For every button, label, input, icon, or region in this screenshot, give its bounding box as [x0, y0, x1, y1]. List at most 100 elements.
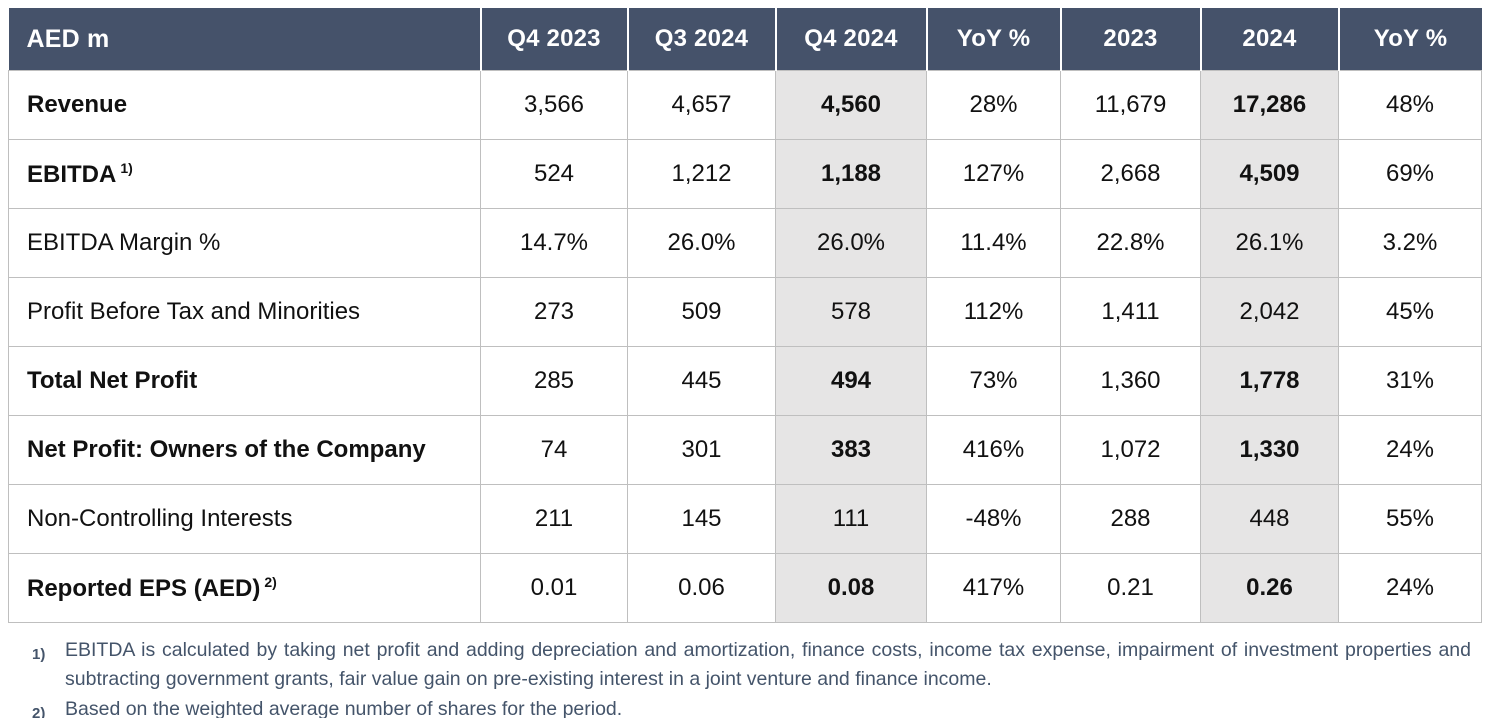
row-label-text: Reported EPS (AED) [27, 574, 261, 602]
column-header-2024-6: 2024 [1199, 8, 1339, 71]
table-row-reported-eps-aed: Reported EPS (AED) 2) 0.01 0.06 0.08 417% 0.21… [8, 553, 1482, 623]
cell-reported-eps-aed-2023-5: 0.21 [1060, 553, 1201, 623]
cell-reported-eps-aed-q4-2024-3: 0.08 [775, 553, 927, 623]
row-label-text: Total Net Profit [27, 367, 198, 394]
cell-profit-before-tax-and-minorities-yoy-4: 112% [926, 277, 1061, 347]
cell-ebitda-margin-2023-5: 22.8% [1060, 208, 1201, 278]
footnote-reference: 1) [120, 159, 133, 176]
cell-revenue-2023-5: 11,679 [1060, 70, 1201, 140]
cell-ebitda-2024-6: 4,509 [1200, 139, 1339, 209]
cell-non-controlling-interests-yoy-7: 55% [1338, 484, 1482, 554]
cell-ebitda-margin-2024-6: 26.1% [1200, 208, 1339, 278]
row-label-net-profit-owners-of-the-company: Net Profit: Owners of the Company [8, 415, 481, 485]
financial-results-table: AED m Q4 2023 Q3 2024 Q4 2024 YoY % 2023 2024… [8, 8, 1482, 623]
cell-profit-before-tax-and-minorities-q4-2024-3: 578 [775, 277, 927, 347]
cell-non-controlling-interests-q4-2024-3: 111 [775, 484, 927, 554]
cell-profit-before-tax-and-minorities-q4-2023-1: 273 [480, 277, 628, 347]
row-label-text: EBITDA Margin % [27, 229, 221, 256]
cell-ebitda-margin-q3-2024-2: 26.0% [627, 208, 776, 278]
table-row-ebitda-margin: EBITDA Margin % 14.7% 26.0% 26.0% 11.4% 22.8%… [8, 208, 1482, 278]
table-body: Revenue 3,566 4,657 4,560 28% 11,679 17,286 48%… [8, 70, 1482, 623]
row-label-non-controlling-interests: Non-Controlling Interests [8, 484, 481, 554]
table-row-profit-before-tax-and-minorities: Profit Before Tax and Minorities 273 509 57… [8, 277, 1482, 347]
column-header-q4-2023-1: Q4 2023 [479, 8, 628, 71]
cell-revenue-yoy-4: 28% [926, 70, 1061, 140]
cell-net-profit-owners-of-the-company-2024-6: 1,330 [1200, 415, 1339, 485]
cell-net-profit-owners-of-the-company-q4-2023-1: 74 [480, 415, 628, 485]
row-label-reported-eps-aed: Reported EPS (AED) 2) [8, 553, 481, 623]
cell-ebitda-margin-q4-2023-1: 14.7% [480, 208, 628, 278]
cell-reported-eps-aed-yoy-4: 417% [926, 553, 1061, 623]
cell-net-profit-owners-of-the-company-q3-2024-2: 301 [627, 415, 776, 485]
cell-profit-before-tax-and-minorities-2024-6: 2,042 [1200, 277, 1339, 347]
cell-reported-eps-aed-yoy-7: 24% [1338, 553, 1482, 623]
footnote-1: 1) EBITDA is calculated by taking net pro… [32, 636, 1473, 694]
header-row: AED m Q4 2023 Q3 2024 Q4 2024 YoY % 2023 2024… [8, 8, 1482, 71]
cell-net-profit-owners-of-the-company-yoy-4: 416% [926, 415, 1061, 485]
cell-ebitda-q3-2024-2: 1,212 [627, 139, 776, 209]
cell-profit-before-tax-and-minorities-2023-5: 1,411 [1060, 277, 1201, 347]
cell-revenue-2024-6: 17,286 [1200, 70, 1339, 140]
cell-total-net-profit-yoy-4: 73% [926, 346, 1061, 416]
cell-revenue-q4-2024-3: 4,560 [775, 70, 927, 140]
cell-non-controlling-interests-q3-2024-2: 145 [627, 484, 776, 554]
row-label-ebitda: EBITDA 1) [8, 139, 481, 209]
cell-ebitda-2023-5: 2,668 [1060, 139, 1201, 209]
cell-ebitda-yoy-4: 127% [926, 139, 1061, 209]
cell-net-profit-owners-of-the-company-yoy-7: 24% [1338, 415, 1482, 485]
cell-reported-eps-aed-q3-2024-2: 0.06 [627, 553, 776, 623]
column-header-aed-m: AED m [8, 8, 481, 71]
row-label-total-net-profit: Total Net Profit [8, 346, 481, 416]
footnote-text: EBITDA is calculated by taking net profi… [65, 639, 1471, 690]
cell-net-profit-owners-of-the-company-2023-5: 1,072 [1060, 415, 1201, 485]
row-label-text: EBITDA [27, 160, 117, 188]
cell-non-controlling-interests-q4-2023-1: 211 [480, 484, 628, 554]
cell-non-controlling-interests-yoy-4: -48% [926, 484, 1061, 554]
row-label-text: Net Profit: Owners of the Company [27, 436, 426, 463]
cell-reported-eps-aed-q4-2023-1: 0.01 [480, 553, 628, 623]
cell-total-net-profit-q3-2024-2: 445 [627, 346, 776, 416]
table-row-total-net-profit: Total Net Profit 285 445 494 73% 1,360 1,778 31… [8, 346, 1482, 416]
row-label-ebitda-margin: EBITDA Margin % [8, 208, 481, 278]
cell-non-controlling-interests-2024-6: 448 [1200, 484, 1339, 554]
cell-total-net-profit-2023-5: 1,360 [1060, 346, 1201, 416]
cell-total-net-profit-q4-2024-3: 494 [775, 346, 927, 416]
footnote-text: Based on the weighted average number of … [65, 698, 623, 718]
footnote-marker: 1) [32, 646, 46, 663]
table-row-ebitda: EBITDA 1) 524 1,212 1,188 127% 2,668 4,509 69% [8, 139, 1482, 209]
cell-ebitda-q4-2023-1: 524 [480, 139, 628, 209]
row-label-text: Non-Controlling Interests [27, 505, 293, 532]
cell-ebitda-margin-yoy-7: 3.2% [1338, 208, 1482, 278]
table-row-net-profit-owners-of-the-company: Net Profit: Owners of the Company 74 301 38… [8, 415, 1482, 485]
cell-total-net-profit-2024-6: 1,778 [1200, 346, 1339, 416]
row-label-text: Profit Before Tax and Minorities [27, 298, 361, 325]
table-row-non-controlling-interests: Non-Controlling Interests 211 145 111 -48% 28… [8, 484, 1482, 554]
cell-reported-eps-aed-2024-6: 0.26 [1200, 553, 1339, 623]
cell-total-net-profit-q4-2023-1: 285 [480, 346, 628, 416]
cell-ebitda-margin-q4-2024-3: 26.0% [775, 208, 927, 278]
column-header-yoy-4: YoY % [925, 8, 1061, 71]
row-label-text: Revenue [27, 91, 128, 118]
cell-ebitda-margin-yoy-4: 11.4% [926, 208, 1061, 278]
cell-revenue-yoy-7: 48% [1338, 70, 1482, 140]
table-row-revenue: Revenue 3,566 4,657 4,560 28% 11,679 17,286 48% [8, 70, 1482, 140]
cell-non-controlling-interests-2023-5: 288 [1060, 484, 1201, 554]
footnote-reference: 2) [264, 573, 277, 590]
cell-net-profit-owners-of-the-company-q4-2024-3: 383 [775, 415, 927, 485]
row-label-revenue: Revenue [8, 70, 481, 140]
cell-ebitda-q4-2024-3: 1,188 [775, 139, 927, 209]
cell-total-net-profit-yoy-7: 31% [1338, 346, 1482, 416]
column-header-yoy-7: YoY % [1337, 8, 1482, 71]
column-header-2023-5: 2023 [1059, 8, 1201, 71]
footnote-marker: 2) [32, 705, 46, 718]
cell-revenue-q4-2023-1: 3,566 [480, 70, 628, 140]
row-label-profit-before-tax-and-minorities: Profit Before Tax and Minorities [8, 277, 481, 347]
column-header-q4-2024-3: Q4 2024 [774, 8, 927, 71]
cell-profit-before-tax-and-minorities-yoy-7: 45% [1338, 277, 1482, 347]
footnotes: 1) EBITDA is calculated by taking net pro… [32, 636, 1473, 718]
footnote-2: 2) Based on the weighted average number o… [32, 695, 1473, 718]
column-header-q3-2024-2: Q3 2024 [626, 8, 776, 71]
cell-revenue-q3-2024-2: 4,657 [627, 70, 776, 140]
cell-profit-before-tax-and-minorities-q3-2024-2: 509 [627, 277, 776, 347]
